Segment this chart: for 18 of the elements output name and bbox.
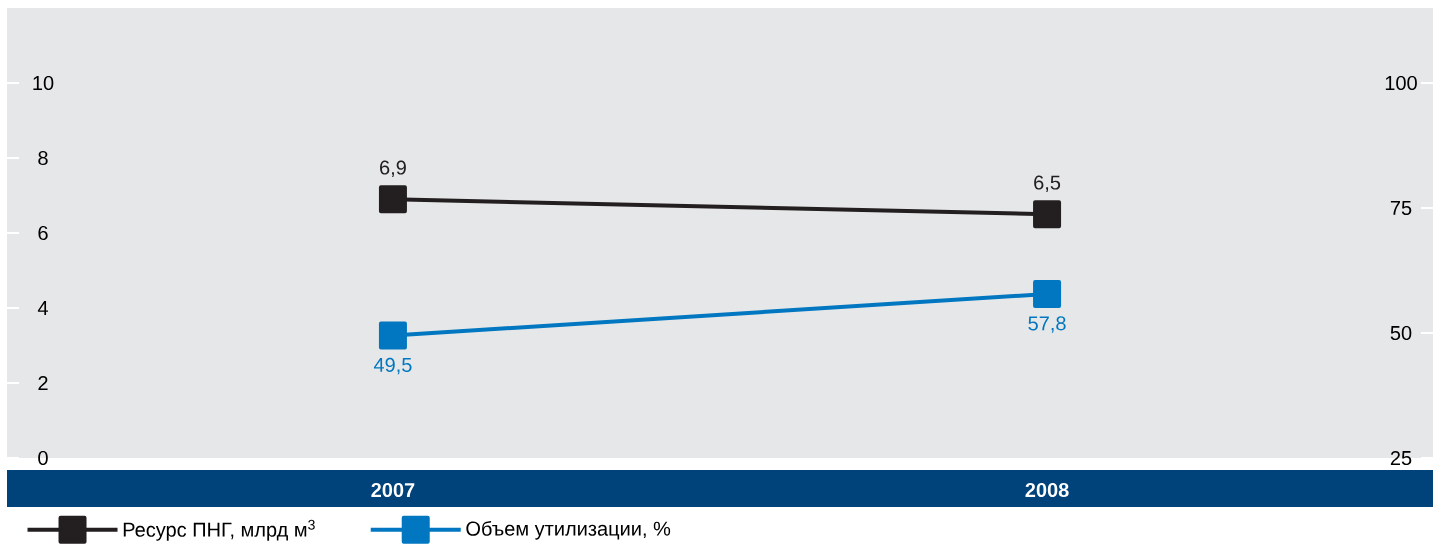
y-tick-label: 4 [37,301,48,315]
y-tick-label: 0 [38,450,48,466]
y2-tick-label: 75 [1390,201,1412,215]
legend-label: Ресурс ПНГ, млрд м$^{3}$ [123,519,315,541]
y-tick-label: 10 [33,75,54,91]
data-label: 6,5 [1034,175,1061,192]
data-label: 6,9 [380,160,406,177]
y2-tick-label: 100 [1385,75,1417,91]
y-tick-label: 8 [38,150,48,166]
y-tick-label: 2 [38,376,48,390]
y-tick-label: 6 [38,225,48,241]
x-tick-label: 2008 [1025,482,1069,498]
legend-label: Объем утилизации, % [466,520,671,540]
data-label: 57,8 [1028,316,1066,333]
y2-tick-label: 25 [1390,450,1412,466]
x-tick-label: 2007 [371,482,415,498]
data-label: 49,5 [373,357,412,375]
y2-tick-label: 50 [1390,325,1412,341]
